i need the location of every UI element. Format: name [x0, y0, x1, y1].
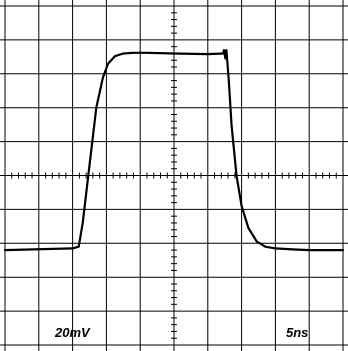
- signal-trace: [3, 49, 345, 252]
- vertical-scale-label: 20mV: [54, 325, 91, 340]
- center-axis-ticks: [11, 12, 337, 339]
- horizontal-scale-label: 5ns: [286, 325, 308, 340]
